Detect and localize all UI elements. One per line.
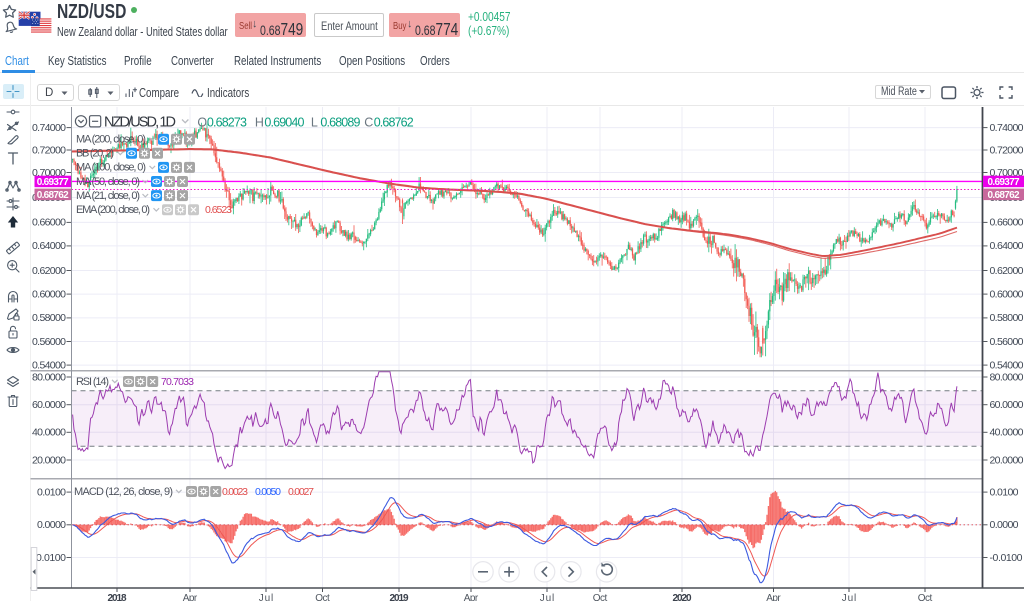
svg-text:70.7033: 70.7033 bbox=[161, 376, 194, 388]
svg-text:BB (20, 2): BB (20, 2) bbox=[76, 148, 114, 160]
svg-text:0.0100: 0.0100 bbox=[990, 486, 1019, 498]
svg-text:20.0000: 20.0000 bbox=[32, 454, 66, 466]
svg-text:40.0000: 40.0000 bbox=[990, 427, 1024, 439]
svg-text:0.68762: 0.68762 bbox=[988, 190, 1020, 201]
svg-text:-0.0100: -0.0100 bbox=[33, 552, 66, 564]
svg-text:MACD (12, 26, close, 9): MACD (12, 26, close, 9) bbox=[74, 486, 173, 498]
svg-text:EMA (200, close, 0): EMA (200, close, 0) bbox=[76, 204, 150, 216]
svg-text:RSI (14): RSI (14) bbox=[76, 376, 109, 388]
svg-text:0.0027: 0.0027 bbox=[288, 486, 314, 498]
svg-text:-0.0100: -0.0100 bbox=[990, 552, 1023, 564]
svg-text:0.56000: 0.56000 bbox=[990, 336, 1024, 348]
svg-text:0.62000: 0.62000 bbox=[990, 265, 1024, 277]
svg-text:L: L bbox=[311, 115, 318, 129]
svg-text:0.0023: 0.0023 bbox=[222, 486, 248, 498]
svg-text:MA (100, close, 0): MA (100, close, 0) bbox=[76, 162, 146, 174]
svg-text:0.68762: 0.68762 bbox=[374, 115, 414, 129]
svg-text:0.64000: 0.64000 bbox=[990, 240, 1024, 252]
svg-text:Apr: Apr bbox=[464, 593, 479, 601]
svg-text:0.0050: 0.0050 bbox=[255, 486, 281, 498]
svg-text:2018: 2018 bbox=[108, 593, 127, 601]
svg-text:2020: 2020 bbox=[673, 593, 692, 601]
svg-text:0.62000: 0.62000 bbox=[32, 265, 66, 277]
svg-text:H: H bbox=[255, 115, 264, 129]
svg-text:0.69040: 0.69040 bbox=[264, 115, 304, 129]
svg-text:Oct: Oct bbox=[315, 593, 330, 601]
svg-text:0.0100: 0.0100 bbox=[37, 486, 66, 498]
svg-text:0.64000: 0.64000 bbox=[32, 240, 66, 252]
svg-text:MA (50, close, 0): MA (50, close, 0) bbox=[76, 176, 140, 188]
svg-text:80.0000: 80.0000 bbox=[32, 371, 66, 383]
svg-text:Jul: Jul bbox=[540, 593, 555, 601]
svg-text:Jul: Jul bbox=[842, 593, 857, 601]
svg-text:0.0000: 0.0000 bbox=[37, 519, 66, 531]
svg-text:60.0000: 60.0000 bbox=[990, 399, 1024, 411]
svg-text:0.72000: 0.72000 bbox=[990, 144, 1024, 156]
svg-text:0.68762: 0.68762 bbox=[37, 190, 69, 201]
svg-text:0.60000: 0.60000 bbox=[990, 288, 1024, 300]
svg-text:Oct: Oct bbox=[593, 593, 608, 601]
svg-text:Apr: Apr bbox=[766, 593, 781, 601]
svg-text:0.66000: 0.66000 bbox=[32, 217, 66, 229]
svg-text:0.72000: 0.72000 bbox=[32, 144, 66, 156]
svg-text:80.0000: 80.0000 bbox=[990, 371, 1024, 383]
svg-text:2019: 2019 bbox=[390, 593, 409, 601]
svg-text:0.74000: 0.74000 bbox=[990, 122, 1024, 134]
svg-text:0.58000: 0.58000 bbox=[32, 312, 66, 324]
svg-text:60.0000: 60.0000 bbox=[32, 399, 66, 411]
svg-text:Apr: Apr bbox=[183, 593, 198, 601]
svg-text:0.54000: 0.54000 bbox=[32, 359, 66, 371]
svg-text:Oct: Oct bbox=[918, 593, 933, 601]
svg-text:0.74000: 0.74000 bbox=[32, 122, 66, 134]
svg-text:0.54000: 0.54000 bbox=[990, 359, 1024, 371]
svg-text:20.0000: 20.0000 bbox=[990, 454, 1024, 466]
svg-text:0.58000: 0.58000 bbox=[990, 312, 1024, 324]
svg-text:MA (21, close, 0): MA (21, close, 0) bbox=[76, 190, 140, 202]
svg-text:0.60000: 0.60000 bbox=[32, 288, 66, 300]
svg-text:0.6523: 0.6523 bbox=[205, 204, 232, 216]
svg-text:MA (200, close, 0): MA (200, close, 0) bbox=[76, 134, 146, 146]
svg-text:Jul: Jul bbox=[259, 593, 274, 601]
svg-text:0.68089: 0.68089 bbox=[320, 115, 360, 129]
svg-text:40.0000: 40.0000 bbox=[32, 427, 66, 439]
svg-text:C: C bbox=[364, 115, 373, 129]
svg-text:NZD/USD, 1D: NZD/USD, 1D bbox=[104, 114, 176, 130]
svg-text:O: O bbox=[197, 115, 207, 129]
svg-text:0.56000: 0.56000 bbox=[32, 336, 66, 348]
svg-text:0.66000: 0.66000 bbox=[990, 217, 1024, 229]
svg-text:0.0000: 0.0000 bbox=[990, 519, 1019, 531]
svg-text:0.68273: 0.68273 bbox=[207, 115, 247, 129]
svg-text:0.69377: 0.69377 bbox=[37, 177, 69, 188]
svg-text:0.69377: 0.69377 bbox=[988, 177, 1020, 188]
